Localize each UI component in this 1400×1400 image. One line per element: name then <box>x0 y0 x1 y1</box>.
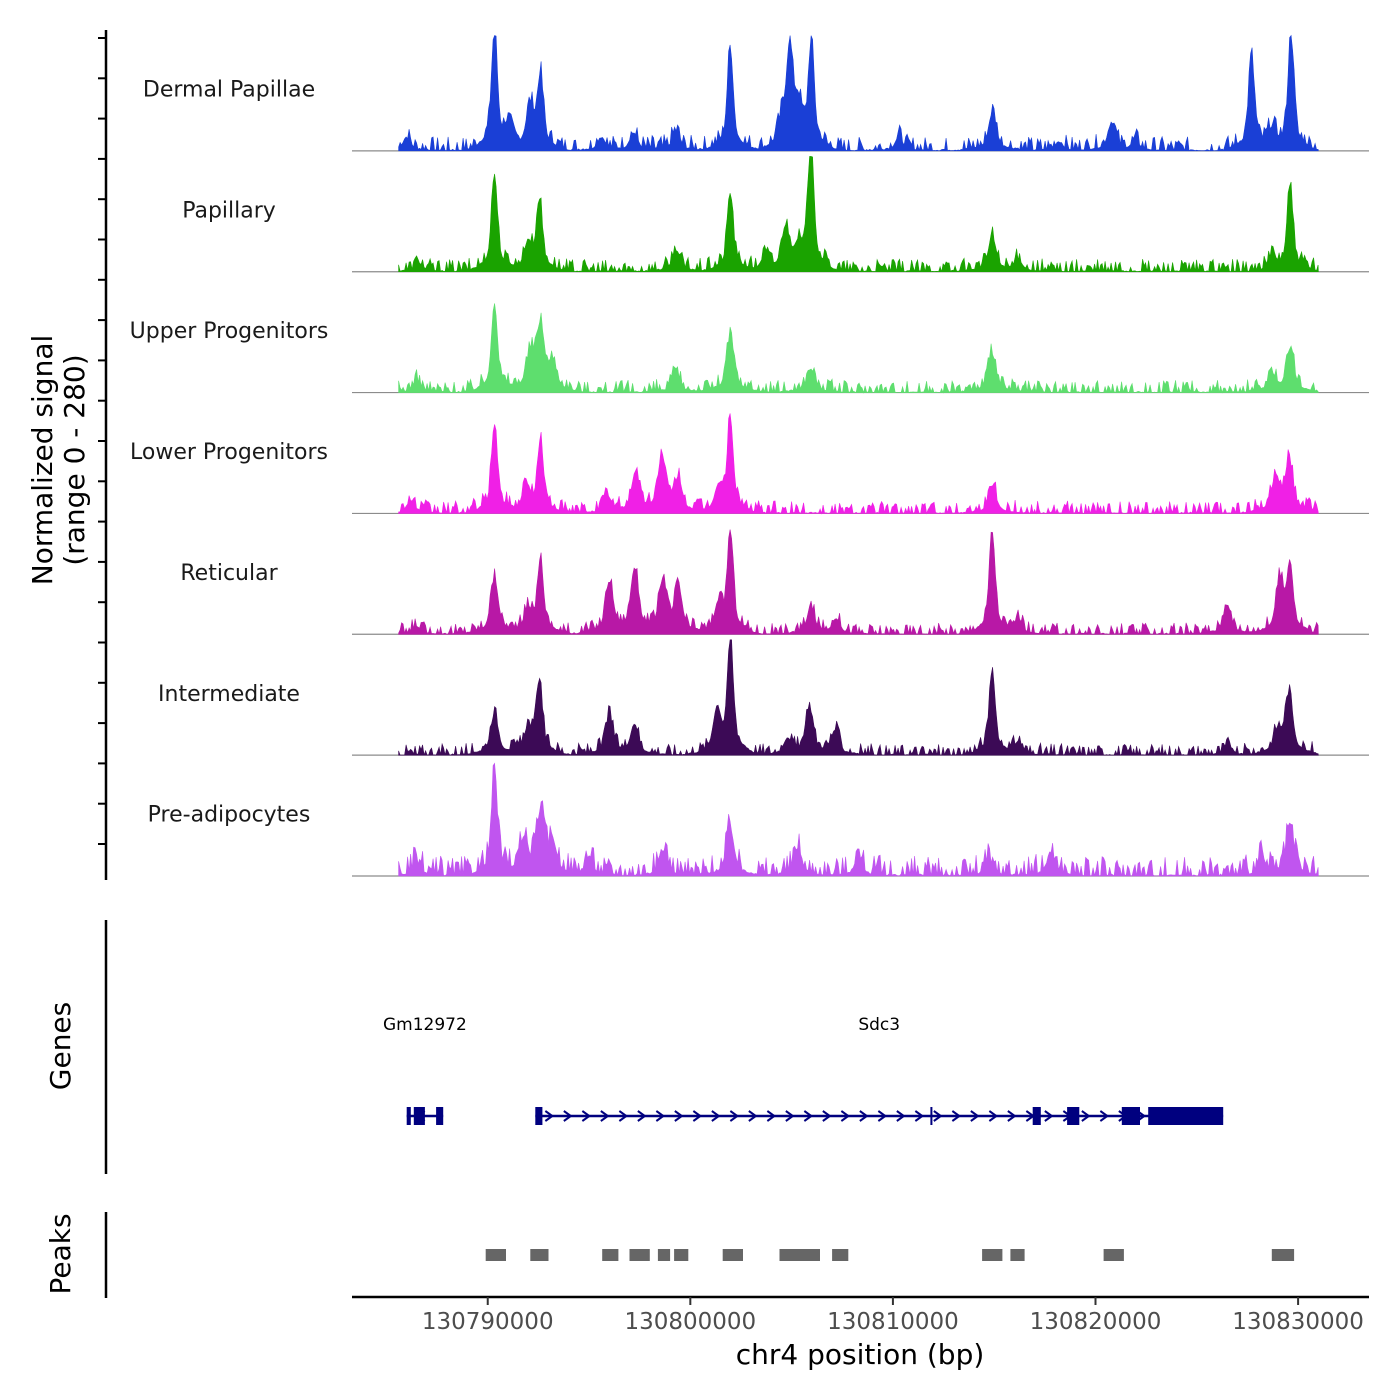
strand-chevron <box>692 1110 703 1122</box>
gene-exon <box>406 1107 411 1125</box>
gene-exon <box>930 1107 933 1125</box>
track-label: Papillary <box>182 198 276 223</box>
strand-chevron <box>674 1110 684 1122</box>
x-tick-label: 130810000 <box>827 1309 959 1335</box>
strand-chevron <box>1044 1110 1054 1122</box>
strand-chevron <box>748 1110 758 1122</box>
strand-chevron <box>637 1110 647 1122</box>
coverage-area <box>398 156 1319 273</box>
x-tick-label: 130820000 <box>1030 1309 1162 1335</box>
strand-chevron <box>563 1110 573 1122</box>
strand-chevron <box>840 1110 851 1122</box>
strand-chevron <box>600 1110 610 1122</box>
coverage-track: Intermediate <box>158 639 1369 757</box>
peak-region <box>674 1249 689 1261</box>
genes-y-title: Genes <box>44 1002 77 1090</box>
gene-exon <box>1032 1107 1041 1125</box>
gene-exon <box>535 1107 543 1125</box>
strand-chevron <box>655 1110 666 1122</box>
peak-region <box>1271 1249 1295 1261</box>
track-label: Lower Progenitors <box>130 440 328 465</box>
strand-chevron <box>877 1110 888 1122</box>
strand-chevron <box>766 1110 777 1122</box>
coverage-tracks: Dermal Papillae Papillary Upper Progenitor… <box>130 34 1369 877</box>
peak-region <box>629 1249 650 1261</box>
strand-chevron <box>970 1110 980 1122</box>
track-label: Dermal Papillae <box>143 78 315 103</box>
coverage-track: Dermal Papillae <box>143 34 1369 152</box>
strand-chevron <box>618 1110 629 1122</box>
strand-chevron <box>951 1110 962 1122</box>
coverage-y-title-line2: (range 0 - 280) <box>58 354 91 565</box>
track-label: Reticular <box>180 561 278 586</box>
peak-region <box>832 1249 849 1261</box>
gene-exon <box>1121 1107 1140 1125</box>
peak-region <box>779 1249 820 1261</box>
coverage-y-ticks <box>98 37 106 845</box>
strand-chevron <box>1081 1110 1091 1122</box>
strand-chevron <box>859 1110 869 1122</box>
peak-region <box>530 1249 549 1261</box>
coverage-y-title-line1: Normalized signal <box>26 335 59 586</box>
gene-exon <box>1067 1107 1080 1125</box>
gene-exon <box>436 1107 444 1125</box>
coverage-area <box>398 34 1319 152</box>
strand-chevron <box>803 1110 814 1122</box>
track-label: Upper Progenitors <box>130 319 329 344</box>
strand-chevron <box>914 1110 925 1122</box>
strand-chevron <box>1099 1110 1110 1122</box>
strand-chevron <box>988 1110 999 1122</box>
peak-region <box>1010 1249 1025 1261</box>
track-label: Intermediate <box>158 682 300 707</box>
x-axis-title: chr4 position (bp) <box>736 1338 985 1371</box>
coverage-track: Upper Progenitors <box>130 303 1369 394</box>
coverage-area <box>398 413 1319 515</box>
strand-chevron <box>933 1110 943 1122</box>
x-axis-ticks: 130790000 130800000 130810000 130820000 1308… <box>422 1297 1364 1335</box>
strand-chevron <box>1007 1110 1017 1122</box>
coverage-track: Lower Progenitors <box>130 413 1369 515</box>
track-label: Pre-adipocytes <box>148 803 311 828</box>
strand-chevron <box>822 1110 832 1122</box>
peak-region <box>982 1249 1003 1261</box>
x-tick-label: 130800000 <box>624 1309 756 1335</box>
peak-region <box>722 1249 743 1261</box>
peaks-y-title: Peaks <box>44 1213 77 1294</box>
x-tick-label: 130790000 <box>422 1309 554 1335</box>
strand-chevron <box>711 1110 721 1122</box>
strand-chevron <box>785 1110 795 1122</box>
gene-model: Sdc3 <box>535 1015 1224 1125</box>
coverage-area <box>398 639 1319 757</box>
coverage-area <box>398 762 1319 877</box>
genes-panel: Gm12972 Sdc3 <box>383 1015 1224 1125</box>
gene-name-label: Sdc3 <box>858 1015 900 1035</box>
peak-region <box>1103 1249 1124 1261</box>
x-tick-label: 130830000 <box>1232 1309 1364 1335</box>
strand-chevron <box>729 1110 740 1122</box>
gene-exon <box>413 1107 425 1125</box>
strand-chevron <box>581 1110 592 1122</box>
coverage-area <box>398 529 1319 636</box>
coverage-track: Pre-adipocytes <box>148 762 1369 877</box>
peaks-panel <box>485 1249 1295 1261</box>
coverage-area <box>398 303 1319 394</box>
peak-region <box>657 1249 671 1261</box>
strand-chevron <box>896 1110 906 1122</box>
gene-exon <box>1148 1107 1224 1125</box>
peak-region <box>602 1249 619 1261</box>
strand-chevron <box>544 1110 555 1122</box>
peak-region <box>485 1249 506 1261</box>
gene-name-label: Gm12972 <box>383 1015 467 1035</box>
gene-model: Gm12972 <box>383 1015 467 1125</box>
coverage-track: Papillary <box>182 156 1369 273</box>
coverage-track: Reticular <box>180 529 1369 636</box>
